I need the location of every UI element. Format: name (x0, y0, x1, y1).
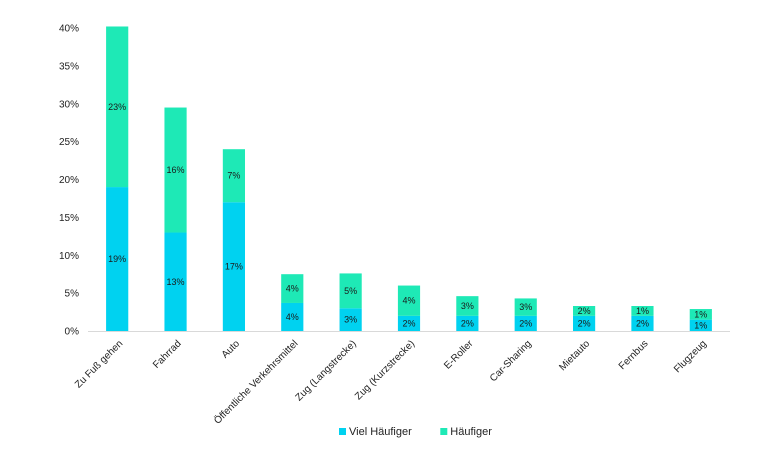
data-label: 1% (636, 306, 649, 316)
bar-segment (514, 315, 537, 331)
bar-segment (397, 285, 421, 316)
bar-segment (106, 187, 129, 331)
x-tick-label: Zu Fuß gehen (73, 338, 125, 390)
bar-segment (106, 26, 129, 188)
legend-swatch (440, 428, 448, 435)
data-label: 13% (167, 277, 185, 287)
data-label: 4% (286, 284, 299, 294)
bar-segment (222, 202, 245, 331)
x-tick-label: Car-Sharing (488, 338, 534, 384)
bar-segment (339, 308, 362, 331)
bar-segment (222, 149, 245, 203)
data-label: 3% (461, 301, 474, 311)
y-axis: 0% 5% 10% 15% 20% 25% 30% 35% 40% (59, 24, 79, 338)
x-tick-label: Fahrrad (151, 338, 184, 371)
data-label: 2% (578, 306, 591, 316)
x-tick-label: Mietauto (557, 338, 592, 373)
legend: Viel Häufiger Häufiger (339, 426, 492, 438)
x-tick-label: Zug (Langstrecke) (294, 338, 359, 403)
bar-segment (456, 315, 479, 331)
bar-segment (281, 302, 304, 331)
data-label: 1% (694, 320, 707, 330)
data-label: 2% (578, 318, 591, 328)
y-tick-label: 25% (59, 137, 79, 148)
y-tick-label: 20% (59, 175, 79, 186)
bar-segment (689, 309, 712, 320)
bar-segment (573, 315, 596, 331)
data-label: 16% (167, 165, 185, 175)
data-label: 23% (108, 102, 126, 112)
y-tick-label: 35% (59, 61, 79, 72)
bar-segment (573, 306, 596, 316)
bar-segment (689, 319, 712, 331)
bar-segment (631, 315, 654, 331)
y-tick-label: 15% (59, 213, 79, 224)
bar-segment (339, 273, 362, 309)
bar-segment (164, 232, 187, 331)
data-label: 2% (461, 318, 474, 328)
x-tick-label: Zug (Kurzstrecke) (353, 338, 417, 402)
data-label: 17% (225, 262, 243, 272)
data-label: 7% (227, 171, 240, 181)
y-tick-label: 0% (65, 327, 80, 338)
data-label: 2% (519, 318, 532, 328)
y-tick-label: 30% (59, 99, 79, 110)
x-tick-label: Fernbus (617, 338, 651, 372)
data-label: 2% (636, 318, 649, 328)
bar-segment (514, 298, 537, 316)
x-tick-label: Flugzeug (672, 338, 709, 375)
data-label: 2% (402, 318, 415, 328)
bars: 19% 23% 13% 16% 17% 7% 4% 4% 3% 5% 2% 4% 2% 3% 2% 3% 2% 2… (106, 26, 712, 331)
x-tick-label: Auto (220, 338, 243, 361)
bar-segment (456, 296, 479, 316)
bar-segment (397, 315, 421, 331)
data-label: 1% (694, 309, 707, 319)
data-label: 5% (344, 286, 357, 296)
y-tick-label: 5% (65, 289, 80, 300)
legend-swatch (339, 428, 346, 435)
y-tick-label: 40% (59, 24, 79, 35)
y-tick-label: 10% (59, 251, 79, 262)
bar-segment (281, 274, 304, 303)
data-label: 4% (402, 296, 415, 306)
data-label: 3% (344, 315, 357, 325)
x-tick-label: E-Roller (442, 338, 476, 372)
legend-label: Viel Häufiger (349, 426, 412, 438)
bar-segment (631, 306, 654, 316)
legend-label: Häufiger (450, 426, 492, 438)
data-label: 19% (108, 254, 126, 264)
data-label: 3% (519, 302, 532, 312)
data-label: 4% (286, 312, 299, 322)
bar-segment (164, 107, 187, 233)
